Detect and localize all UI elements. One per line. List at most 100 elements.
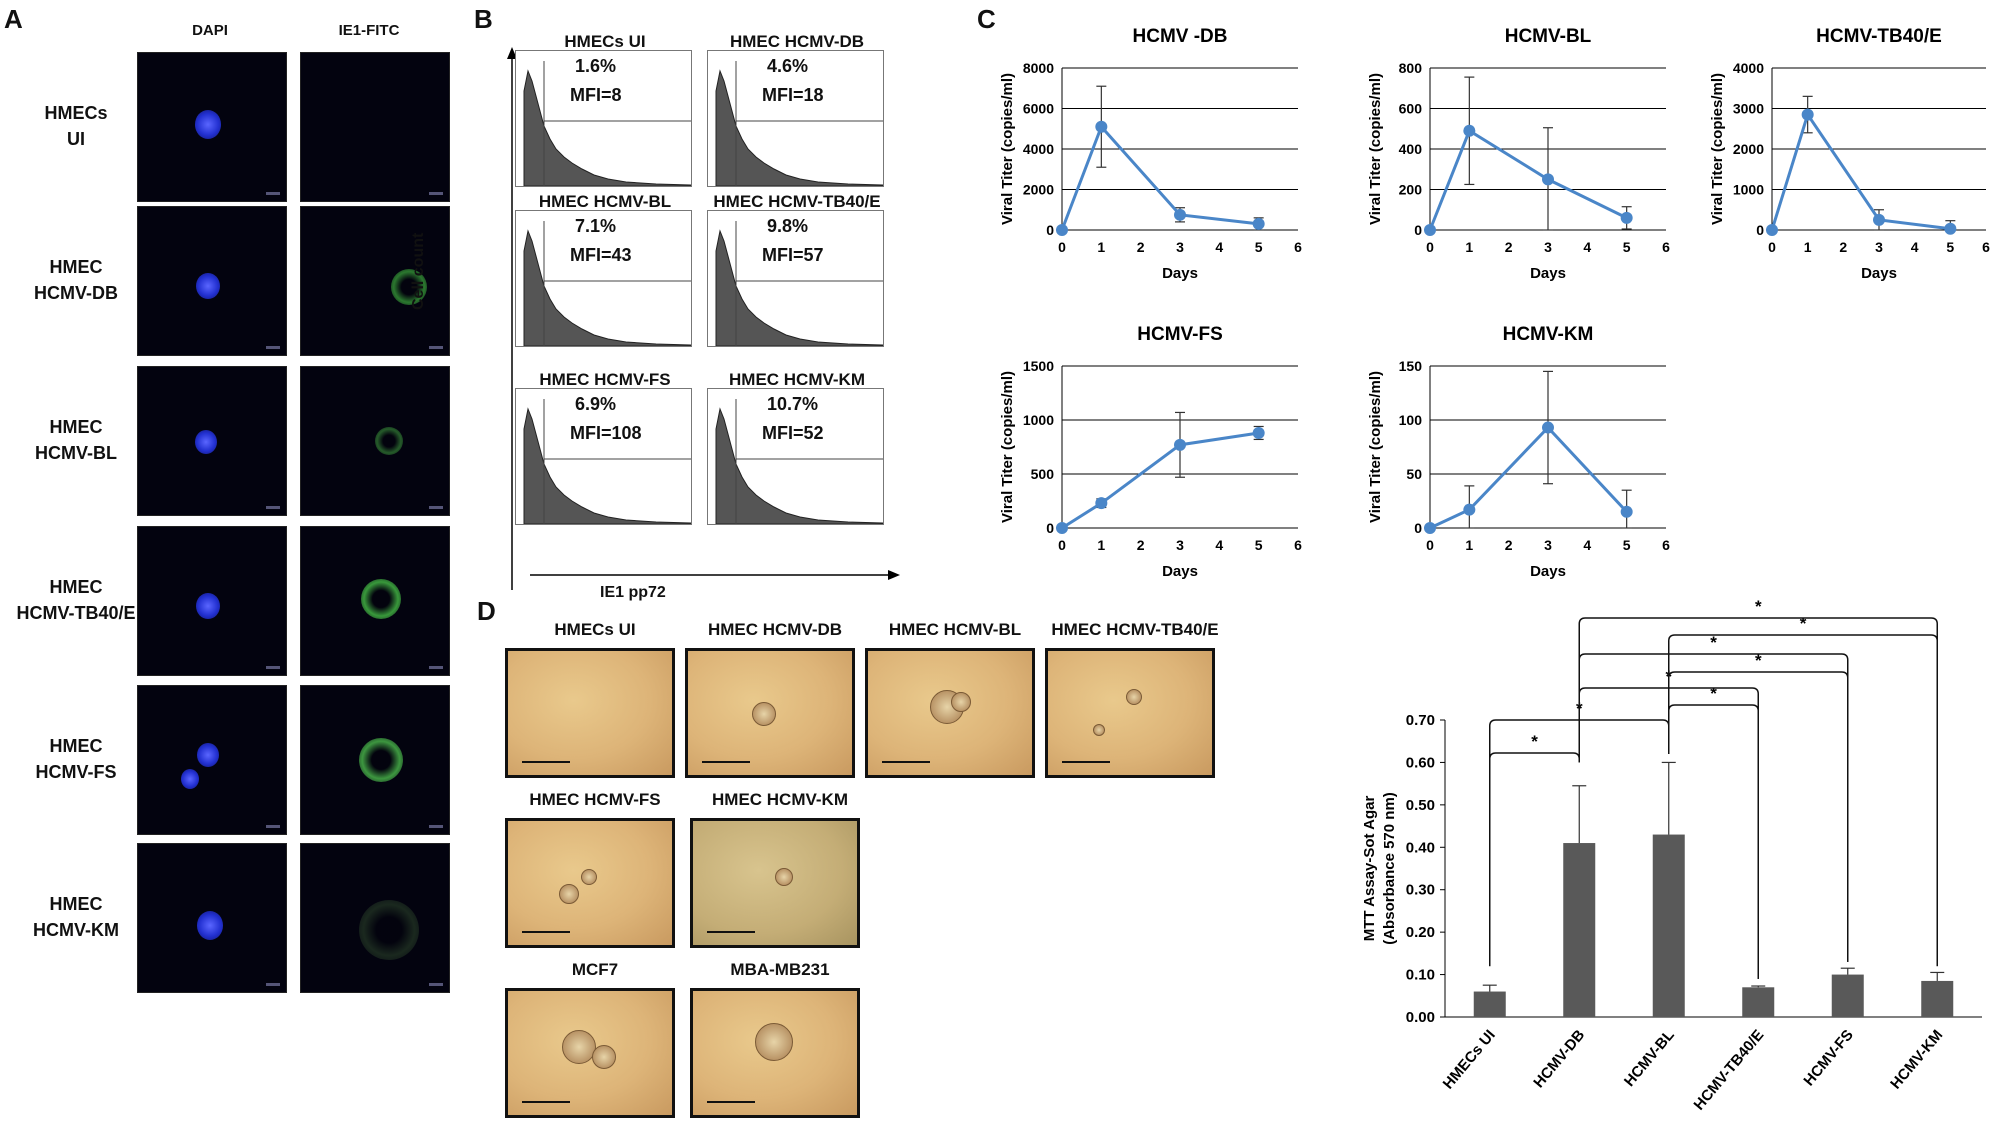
x-tick-label: 5: [1255, 537, 1263, 553]
scale-bar: [702, 761, 750, 763]
y-tick-label: 0.60: [1406, 754, 1435, 771]
brightfield-image: [505, 648, 675, 778]
scale-bar: [266, 346, 280, 349]
data-point: [1766, 224, 1778, 236]
y-tick-label: 4000: [1023, 141, 1054, 157]
nucleus: [196, 593, 220, 620]
nucleus: [197, 743, 219, 768]
histogram-trace: [715, 399, 884, 525]
histogram-trace: [523, 399, 692, 525]
brightfield-image: [1045, 648, 1215, 778]
row-label-line: HMEC: [49, 736, 103, 756]
x-tick-label: HCMV-FS: [1800, 1027, 1856, 1090]
y-tick-label: 0: [1756, 222, 1764, 238]
nucleus: [195, 110, 221, 139]
brightfield-image: [505, 988, 675, 1118]
series-line: [1428, 128, 1628, 231]
y-tick-label: 0.40: [1406, 839, 1435, 856]
brightfield-image: [865, 648, 1035, 778]
row-label-line: HMEC: [49, 257, 103, 277]
flow-x-axis-label: IE1 pp72: [600, 584, 666, 601]
flow-mfi: MFI=108: [570, 423, 642, 443]
brightfield-label: HMEC HCMV-DB: [707, 620, 843, 639]
x-tick-label: 2: [1839, 239, 1847, 255]
x-tick-label: 0: [1426, 537, 1434, 553]
scale-bar: [429, 983, 443, 986]
histogram-trace: [715, 221, 884, 347]
bar: [1831, 974, 1864, 1017]
brightfield-image: [690, 988, 860, 1118]
nucleus: [181, 769, 199, 789]
x-tick-label: 2: [1137, 537, 1145, 553]
scale-bar: [429, 825, 443, 828]
y-tick-label: 0.50: [1406, 797, 1435, 814]
flow-title: HMEC HCMV-FS: [539, 370, 671, 389]
fitc-signal: [375, 427, 403, 455]
panel-label-a: A: [4, 4, 23, 34]
significance-star: *: [1755, 651, 1762, 670]
dapi-image: [137, 52, 287, 202]
x-tick-label: 3: [1875, 239, 1883, 255]
y-tick-label: 50: [1406, 466, 1422, 482]
x-tick-label: 1: [1097, 537, 1105, 553]
colony: [752, 702, 776, 726]
significance-bracket: [1668, 634, 1938, 967]
flow-title: HMEC HCMV-BL: [538, 192, 672, 211]
scale-bar: [522, 761, 570, 763]
line-chart-hcmv-bl: HCMV-BL 0 200 400 600 800 0 1 2 3 4 5 6 Days Viral Tit…: [1367, 26, 1670, 282]
x-tick-label: 1: [1465, 239, 1473, 255]
brightfield-image: [685, 648, 855, 778]
flow-title: HMECs UI: [564, 32, 646, 51]
x-tick-label: 1: [1804, 239, 1812, 255]
y-axis-title: Viral Titer (copies/ml): [999, 73, 1016, 225]
x-tick-label: 4: [1583, 239, 1591, 255]
bar: [1921, 980, 1954, 1017]
y-tick-label: 8000: [1023, 60, 1054, 76]
flow-axes: [507, 47, 900, 590]
row-label-line: HCMV-BL: [35, 443, 117, 463]
y-tick-label: 3000: [1733, 101, 1764, 117]
dapi-image: [137, 366, 287, 516]
x-tick-label: 6: [1662, 239, 1670, 255]
y-tick-label: 100: [1399, 412, 1423, 428]
flow-percent: 1.6%: [575, 56, 617, 76]
row-label: HMEC HCMV-TB40/E: [16, 574, 136, 626]
brightfield-image: [505, 818, 675, 948]
scale-bar: [707, 1101, 755, 1103]
scale-bar: [522, 931, 570, 933]
x-tick-label: 1: [1465, 537, 1473, 553]
flow-mfi: MFI=43: [570, 245, 632, 265]
ie1-fitc-image: [300, 685, 450, 835]
colony: [951, 692, 971, 712]
histogram-fill: [715, 229, 884, 347]
chart-title: HCMV -DB: [1133, 26, 1228, 47]
x-tick-label: 0: [1426, 239, 1434, 255]
row-label: HMEC HCMV-BL: [16, 414, 136, 466]
colony: [755, 1023, 793, 1061]
chart-title: HCMV-BL: [1505, 26, 1592, 47]
series-line: [1060, 123, 1259, 231]
series-line: [1061, 431, 1259, 530]
y-tick-label: 0: [1046, 520, 1054, 536]
flow-histogram: [515, 50, 692, 187]
data-point: [1056, 522, 1068, 534]
x-tick-label: 2: [1505, 537, 1513, 553]
x-axis-title: Days: [1162, 265, 1198, 282]
x-tick-label: 6: [1662, 537, 1670, 553]
histogram-fill: [523, 229, 692, 347]
x-tick-label: 4: [1583, 537, 1591, 553]
y-tick-label: 500: [1031, 466, 1055, 482]
scale-bar: [882, 761, 930, 763]
y-axis-title: Viral Titer (copies/ml): [999, 371, 1016, 523]
y-tick-label: 200: [1399, 182, 1423, 198]
x-tick-label: 0: [1058, 537, 1066, 553]
y-tick-label: 0: [1414, 222, 1422, 238]
data-point: [1174, 208, 1186, 221]
data-point: [1424, 224, 1436, 236]
chart-title: HCMV-FS: [1137, 324, 1223, 345]
y-tick-label: 1500: [1023, 358, 1054, 374]
bar: [1473, 991, 1506, 1017]
x-tick-label: 2: [1137, 239, 1145, 255]
histogram-fill: [523, 407, 692, 525]
colony: [581, 869, 597, 885]
